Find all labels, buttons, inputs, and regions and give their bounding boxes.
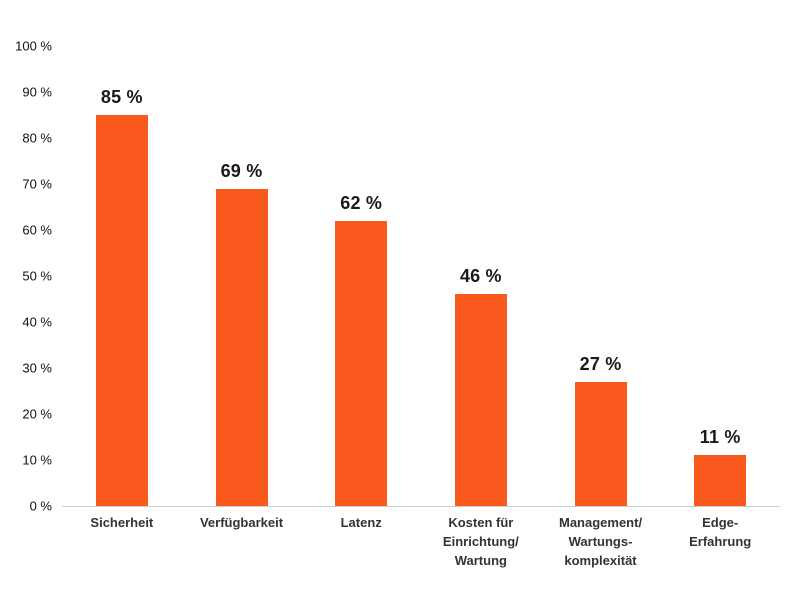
x-category-label: Sicherheit [90, 515, 154, 530]
y-tick-label: 100 % [15, 38, 52, 54]
bar [335, 220, 388, 506]
bar-value-label: 46 % [459, 266, 502, 287]
y-tick-label: 20 % [22, 406, 52, 422]
y-tick-label: 50 % [22, 268, 52, 284]
bar-value-label: 27 % [579, 353, 622, 374]
y-tick-label: 40 % [22, 314, 52, 330]
bar-column: 62 % [301, 46, 421, 506]
y-tick-label: 0 % [29, 498, 52, 514]
bar [454, 294, 507, 506]
bar-value-label: 11 % [699, 427, 741, 448]
x-category-label: Verfügbarkeit [199, 515, 284, 530]
bar-column: 46 % [421, 46, 541, 506]
x-axis-labels: Sicherheit Verfügbarkeit Latenz Kosten für … [62, 514, 780, 571]
bar-value-label: 69 % [220, 160, 263, 181]
bar [694, 455, 747, 506]
x-category-label: Latenz [340, 515, 382, 530]
bar-value-label: 85 % [100, 87, 143, 107]
bar [574, 381, 627, 506]
x-category-label: Management/ Wartungs- komplexität [558, 515, 643, 568]
bars-row: 85 % 69 % 62 % 46 % 27 % 11 % [62, 46, 780, 506]
y-tick-label: 30 % [22, 360, 52, 376]
bar [95, 115, 148, 506]
x-category-label: Kosten für Einrichtung/ Wartung [442, 515, 519, 568]
bar-column: 85 % [62, 46, 182, 506]
y-tick-label: 10 % [22, 452, 52, 468]
bar-value-label: 62 % [340, 192, 383, 213]
bar [215, 188, 268, 506]
bar-column: 69 % [182, 46, 302, 506]
y-tick-label: 70 % [22, 176, 52, 192]
y-tick-label: 80 % [22, 130, 52, 146]
y-tick-label: 60 % [22, 222, 52, 238]
y-tick-label: 90 % [22, 84, 52, 100]
x-category-label: Edge- Erfahrung [689, 515, 752, 549]
bar-column: 27 % [541, 46, 661, 506]
plot-area: 85 % 69 % 62 % 46 % 27 % 11 % 0 % 10 % 20 % 30 %… [15, 39, 780, 514]
bar-column: 11 % [660, 46, 780, 506]
